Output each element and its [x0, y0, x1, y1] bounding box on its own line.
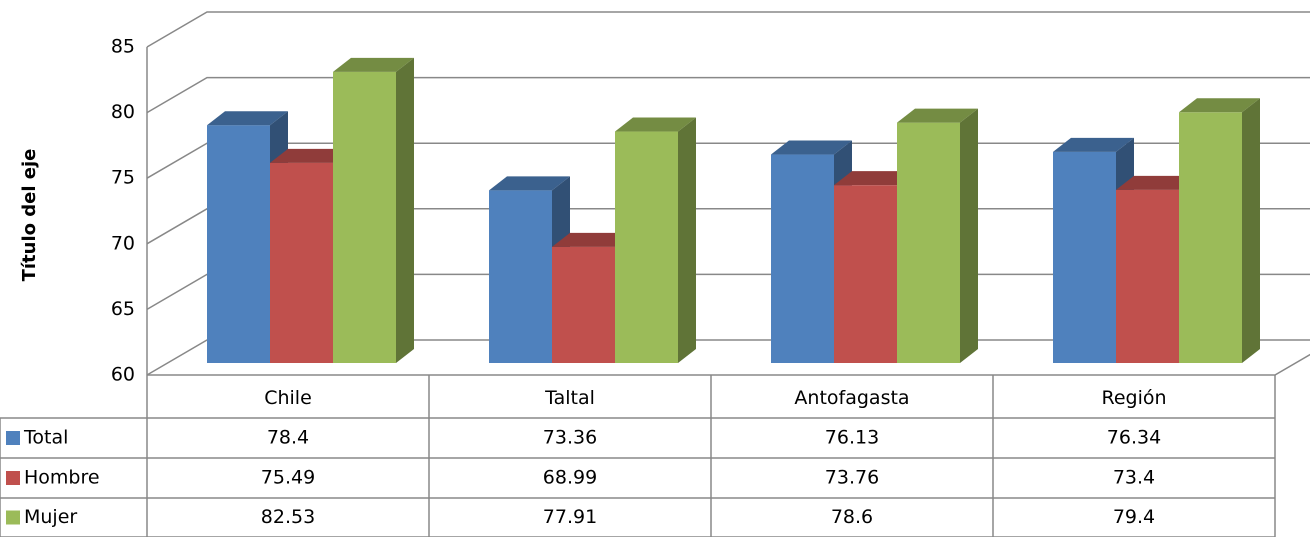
- x-tick-label: Antofagasta: [794, 387, 909, 409]
- bar-side: [1242, 98, 1260, 363]
- grid-line: [146, 76, 1310, 114]
- bar-top: [1116, 175, 1197, 190]
- table-value: 73.36: [543, 427, 597, 449]
- legend-swatch: [6, 510, 20, 525]
- bar-top: [834, 171, 915, 186]
- x-tick-label: Región: [1101, 387, 1166, 409]
- bar: [1179, 112, 1242, 363]
- y-tick-label: 70: [111, 232, 135, 254]
- bar-top: [552, 232, 633, 247]
- bar: [1053, 151, 1116, 363]
- table-value: 78.6: [831, 506, 873, 528]
- grid-line: [146, 11, 1310, 48]
- y-tick-label: 85: [111, 36, 135, 58]
- table-value: 79.4: [1113, 506, 1155, 528]
- table-value: 73.76: [825, 467, 879, 489]
- legend-swatch: [6, 431, 20, 445]
- table-value: 73.4: [1113, 467, 1155, 489]
- bar-top: [1179, 98, 1260, 113]
- table-value: 68.99: [543, 467, 597, 489]
- bar: [897, 122, 960, 363]
- bar-top: [771, 140, 852, 155]
- y-tick-label: 60: [111, 364, 135, 386]
- legend-label: Mujer: [24, 506, 77, 528]
- y-tick-label: 75: [111, 167, 135, 189]
- y-tick-label: 80: [111, 101, 135, 123]
- bar: [333, 71, 396, 363]
- bar-side: [396, 57, 414, 364]
- bar-top: [897, 108, 978, 123]
- y-axis-title: Título del eje: [19, 149, 40, 282]
- table-value: 76.13: [825, 427, 879, 449]
- bar-top: [615, 117, 696, 132]
- bar: [207, 125, 270, 363]
- table-value: 75.49: [261, 467, 315, 489]
- table-value: 76.34: [1107, 427, 1161, 449]
- table-value: 77.91: [543, 506, 597, 528]
- x-tick-label: Taltal: [544, 387, 595, 409]
- bar-top: [1053, 137, 1134, 152]
- bar-side: [678, 117, 696, 363]
- bar-top: [489, 176, 570, 191]
- legend-label: Total: [23, 427, 68, 449]
- bar: [489, 190, 552, 363]
- bar: [834, 185, 897, 363]
- table-value: 82.53: [261, 506, 315, 528]
- legend-label: Hombre: [24, 467, 100, 489]
- table-value: 78.4: [267, 427, 309, 449]
- bar-side: [960, 108, 978, 363]
- bar: [552, 246, 615, 363]
- bar-top: [207, 111, 288, 126]
- bar-top: [270, 148, 351, 163]
- bar: [1116, 189, 1179, 363]
- y-tick-label: 65: [111, 298, 135, 320]
- bar: [270, 162, 333, 363]
- bar-top: [333, 57, 414, 72]
- x-tick-label: Chile: [264, 387, 312, 409]
- legend-swatch: [6, 471, 20, 485]
- bar: [615, 131, 678, 363]
- bar: [771, 154, 834, 363]
